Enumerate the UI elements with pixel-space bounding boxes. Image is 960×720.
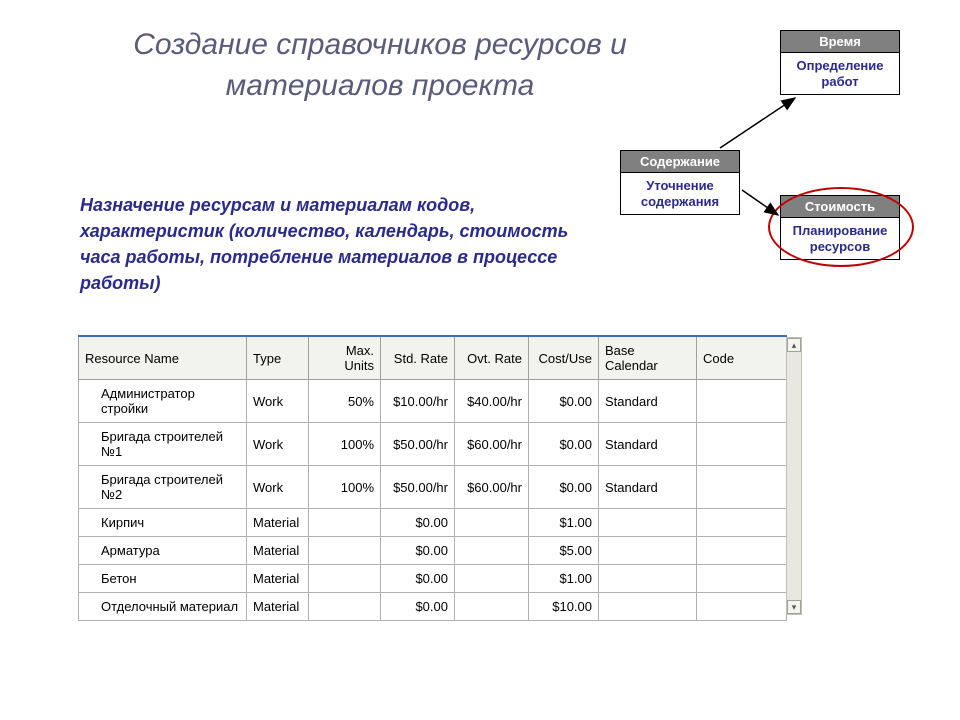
cell-max[interactable]: 50% [309,380,381,423]
cell-max[interactable]: 100% [309,466,381,509]
column-std[interactable]: Std. Rate [381,336,455,380]
cell-name[interactable]: Отделочный материал [79,593,247,621]
scroll-up-icon[interactable]: ▴ [787,338,801,352]
cell-cal[interactable]: Standard [599,380,697,423]
cell-cal[interactable] [599,565,697,593]
cell-std[interactable]: $0.00 [381,565,455,593]
vertical-scrollbar[interactable]: ▴ ▾ [786,337,802,615]
cell-type[interactable]: Material [247,509,309,537]
table-row[interactable]: АрматураMaterial $0.00 $5.00 [79,537,787,565]
column-ovt[interactable]: Ovt. Rate [455,336,529,380]
column-cal[interactable]: Base Calendar [599,336,697,380]
cell-name[interactable]: Арматура [79,537,247,565]
cell-type[interactable]: Material [247,537,309,565]
table-header-row: Resource NameTypeMax. UnitsStd. RateOvt.… [79,336,787,380]
cell-cal[interactable] [599,593,697,621]
cell-ovt[interactable] [455,509,529,537]
page-title: Создание справочников ресурсов и материа… [80,25,680,106]
cell-std[interactable]: $0.00 [381,593,455,621]
diagram-body-vremya: Определение работ [781,53,899,94]
diagram-body-soderzhanie: Уточнение содержания [621,173,739,214]
diagram-box-stoimost: Стоимость Планирование ресурсов [780,195,900,260]
table-row[interactable]: Администратор стройкиWork50%$10.00/hr$40… [79,380,787,423]
column-name[interactable]: Resource Name [79,336,247,380]
cell-max[interactable] [309,565,381,593]
cell-code[interactable] [697,509,787,537]
cell-std[interactable]: $10.00/hr [381,380,455,423]
cell-max[interactable] [309,537,381,565]
table-row[interactable]: Отделочный материалMaterial $0.00 $10.00 [79,593,787,621]
cell-code[interactable] [697,537,787,565]
table-row[interactable]: Бригада строителей №1Work100%$50.00/hr$6… [79,423,787,466]
diagram-box-vremya: Время Определение работ [780,30,900,95]
cell-ovt[interactable] [455,593,529,621]
table-row[interactable]: БетонMaterial $0.00 $1.00 [79,565,787,593]
cell-ovt[interactable]: $40.00/hr [455,380,529,423]
cell-ovt[interactable] [455,565,529,593]
cell-name[interactable]: Администратор стройки [79,380,247,423]
cell-max[interactable]: 100% [309,423,381,466]
cell-type[interactable]: Material [247,565,309,593]
cell-std[interactable]: $50.00/hr [381,423,455,466]
cell-name[interactable]: Бригада строителей №2 [79,466,247,509]
column-max[interactable]: Max. Units [309,336,381,380]
cell-cost[interactable]: $10.00 [529,593,599,621]
cell-name[interactable]: Кирпич [79,509,247,537]
cell-max[interactable] [309,509,381,537]
cell-cost[interactable]: $0.00 [529,380,599,423]
diagram-box-soderzhanie: Содержание Уточнение содержания [620,150,740,215]
cell-cost[interactable]: $0.00 [529,423,599,466]
diagram-head-soderzhanie: Содержание [621,151,739,173]
cell-ovt[interactable] [455,537,529,565]
cell-cost[interactable]: $5.00 [529,537,599,565]
cell-max[interactable] [309,593,381,621]
diagram-body-stoimost: Планирование ресурсов [781,218,899,259]
cell-ovt[interactable]: $60.00/hr [455,466,529,509]
scroll-down-icon[interactable]: ▾ [787,600,801,614]
cell-cal[interactable] [599,537,697,565]
cell-ovt[interactable]: $60.00/hr [455,423,529,466]
cell-type[interactable]: Work [247,466,309,509]
diagram-head-vremya: Время [781,31,899,53]
cell-code[interactable] [697,466,787,509]
cell-code[interactable] [697,593,787,621]
cell-name[interactable]: Бригада строителей №1 [79,423,247,466]
diagram-head-stoimost: Стоимость [781,196,899,218]
column-type[interactable]: Type [247,336,309,380]
column-code[interactable]: Code [697,336,787,380]
cell-cal[interactable] [599,509,697,537]
cell-std[interactable]: $0.00 [381,537,455,565]
resource-table[interactable]: Resource NameTypeMax. UnitsStd. RateOvt.… [78,335,787,621]
cell-cal[interactable]: Standard [599,423,697,466]
table-row[interactable]: Бригада строителей №2Work100%$50.00/hr$6… [79,466,787,509]
cell-type[interactable]: Work [247,423,309,466]
cell-cost[interactable]: $1.00 [529,509,599,537]
cell-code[interactable] [697,380,787,423]
cell-std[interactable]: $50.00/hr [381,466,455,509]
cell-name[interactable]: Бетон [79,565,247,593]
cell-type[interactable]: Work [247,380,309,423]
cell-cost[interactable]: $0.00 [529,466,599,509]
cell-code[interactable] [697,423,787,466]
description-text: Назначение ресурсам и материалам кодов, … [80,192,580,296]
table-row[interactable]: КирпичMaterial $0.00 $1.00 [79,509,787,537]
cell-code[interactable] [697,565,787,593]
cell-type[interactable]: Material [247,593,309,621]
cell-cost[interactable]: $1.00 [529,565,599,593]
cell-std[interactable]: $0.00 [381,509,455,537]
cell-cal[interactable]: Standard [599,466,697,509]
column-cost[interactable]: Cost/Use [529,336,599,380]
